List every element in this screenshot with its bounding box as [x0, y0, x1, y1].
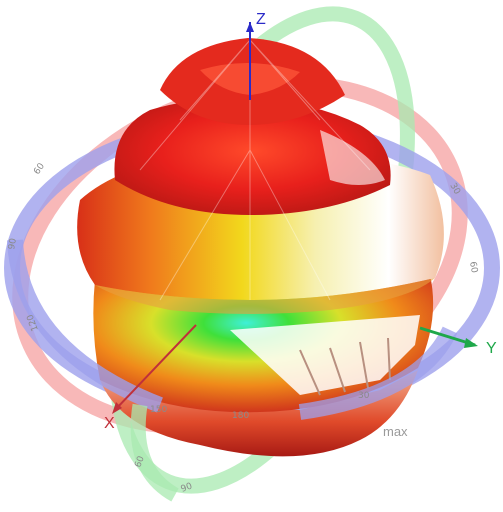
ring-label: 90: [180, 481, 194, 494]
upper-lobe-highlight: [320, 130, 385, 185]
z-axis-label: Z: [256, 11, 266, 28]
x-axis-arrow-icon: [112, 402, 122, 414]
ring-label: 180: [232, 411, 249, 421]
y-axis-arrow-icon: [464, 338, 478, 348]
lower-lobe-highlight: [230, 315, 420, 395]
lower-lobe-facets: [299, 337, 391, 396]
ring-label: 90: [7, 237, 19, 250]
facet-lines: [139, 39, 371, 301]
ring-label: 60: [133, 455, 146, 469]
max-label: max: [383, 424, 408, 439]
z-axis-arrow-icon: [246, 22, 254, 32]
ring-label: 150: [150, 405, 167, 415]
ring-label: 60: [467, 261, 479, 274]
x-axis-label: X: [104, 415, 115, 432]
y-axis-label: Y: [486, 340, 497, 357]
x-axis: [114, 324, 197, 411]
ring-degree-labels: 90 60 120 150 180 30 60 30 60 90: [7, 161, 479, 494]
main-lobe-underside: [95, 278, 435, 314]
azimuth-ring-front-left: [7, 239, 163, 413]
azimuth-ring-front-right: [298, 326, 458, 420]
elevation-ring-green-front: [130, 403, 179, 502]
lower-lobe-bowl: [100, 370, 418, 457]
upper-lobe: [114, 98, 391, 215]
ring-label: 60: [32, 161, 47, 176]
ring-label: 30: [358, 391, 370, 401]
